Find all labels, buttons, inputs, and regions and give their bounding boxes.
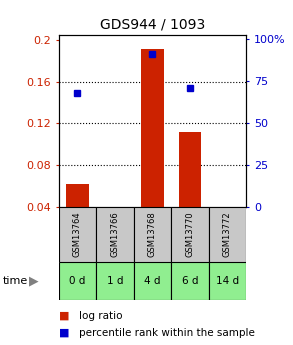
Text: ■: ■ <box>59 328 69 338</box>
Text: GSM13764: GSM13764 <box>73 212 82 257</box>
Text: ■: ■ <box>59 311 69 321</box>
Text: 4 d: 4 d <box>144 276 161 286</box>
Text: GSM13770: GSM13770 <box>185 212 194 257</box>
Bar <box>171 262 209 300</box>
Bar <box>171 207 209 262</box>
Text: 14 d: 14 d <box>216 276 239 286</box>
Bar <box>209 207 246 262</box>
Text: percentile rank within the sample: percentile rank within the sample <box>79 328 255 338</box>
Bar <box>134 262 171 300</box>
Text: GSM13772: GSM13772 <box>223 212 232 257</box>
Bar <box>96 262 134 300</box>
Bar <box>59 262 96 300</box>
Title: GDS944 / 1093: GDS944 / 1093 <box>100 18 205 32</box>
Text: GSM13768: GSM13768 <box>148 212 157 257</box>
Bar <box>209 262 246 300</box>
Text: time: time <box>3 276 28 286</box>
Text: GSM13766: GSM13766 <box>110 212 119 257</box>
Text: ▶: ▶ <box>29 275 38 288</box>
Bar <box>59 207 96 262</box>
Text: 0 d: 0 d <box>69 276 86 286</box>
Text: log ratio: log ratio <box>79 311 122 321</box>
Bar <box>179 132 201 207</box>
Text: 1 d: 1 d <box>107 276 123 286</box>
Text: 6 d: 6 d <box>182 276 198 286</box>
Bar <box>134 207 171 262</box>
Bar <box>141 49 163 207</box>
Bar <box>66 184 88 207</box>
Bar <box>96 207 134 262</box>
